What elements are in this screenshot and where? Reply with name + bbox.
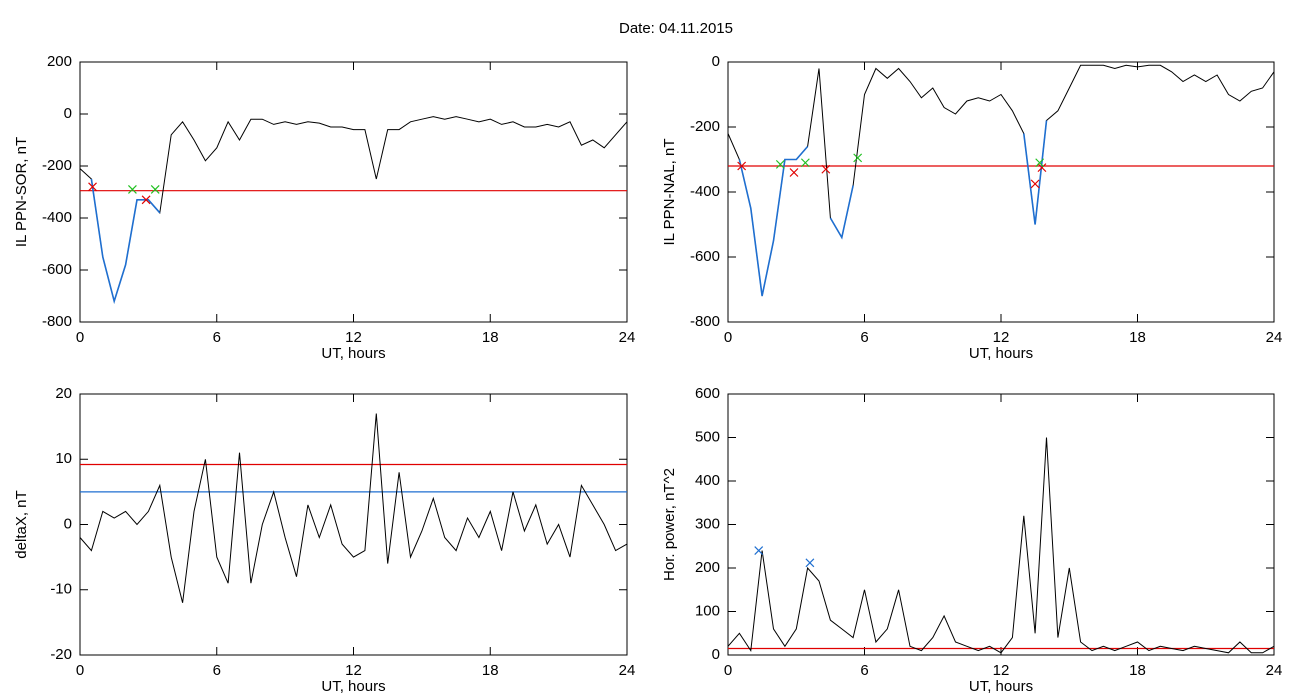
x-axis-label: UT, hours	[969, 678, 1033, 695]
y-tick-label: 200	[695, 559, 720, 576]
data-line	[79, 413, 628, 603]
x-tick-label: 24	[1266, 329, 1283, 346]
y-tick-label: 400	[695, 472, 720, 489]
x-tick-label: 6	[860, 329, 868, 346]
cross-stroke	[805, 558, 815, 568]
cross-marker	[821, 164, 831, 174]
cross-stroke	[754, 546, 764, 556]
x-tick-label: 0	[76, 662, 84, 679]
cross-stroke	[1037, 163, 1047, 173]
cross-stroke	[141, 195, 151, 205]
y-axis-label: IL PPN-SOR, nT	[13, 137, 30, 247]
x-tick-label: 12	[345, 662, 362, 679]
y-tick-label: -10	[50, 581, 72, 598]
y-tick-label: 10	[55, 450, 72, 467]
x-tick-label: 6	[860, 662, 868, 679]
cross-marker	[1035, 158, 1045, 168]
cross-stroke	[127, 184, 137, 194]
cross-marker	[754, 546, 764, 556]
y-axis-label: IL PPN-NAL, nT	[661, 139, 678, 246]
cross-stroke	[789, 168, 799, 177]
cross-marker	[141, 195, 151, 205]
x-tick-label: 18	[1129, 329, 1146, 346]
y-axis-label: Hor. power, nT^2	[661, 468, 678, 581]
x-tick-label: 12	[993, 662, 1010, 679]
x-tick-label: 0	[76, 329, 84, 346]
x-tick-label: 6	[213, 662, 221, 679]
x-tick-label: 12	[345, 329, 362, 346]
y-tick-label: 0	[712, 646, 720, 663]
data-line	[727, 64, 1275, 297]
y-tick-label: -400	[690, 183, 720, 200]
cross-stroke	[800, 158, 810, 168]
y-tick-label: -400	[42, 209, 72, 226]
y-tick-label: 300	[695, 515, 720, 532]
cross-stroke	[1035, 158, 1045, 168]
y-tick-label: -200	[690, 118, 720, 135]
x-tick-label: 18	[482, 329, 499, 346]
y-tick-label: 0	[64, 105, 72, 122]
cross-marker	[150, 184, 160, 194]
y-tick-label: -600	[690, 248, 720, 265]
cross-stroke	[853, 153, 863, 163]
cross-marker	[800, 158, 810, 168]
cross-marker	[853, 153, 863, 163]
data-line	[727, 437, 1275, 654]
cross-stroke	[150, 184, 160, 194]
cross-marker	[775, 159, 785, 169]
figure-title: Date: 04.11.2015	[619, 20, 733, 37]
y-tick-label: 600	[695, 385, 720, 402]
cross-marker	[737, 161, 747, 171]
x-tick-label: 18	[1129, 662, 1146, 679]
x-tick-label: 24	[619, 329, 636, 346]
cross-marker	[805, 558, 815, 568]
y-tick-label: 0	[64, 515, 72, 532]
y-tick-label: 100	[695, 602, 720, 619]
y-tick-label: 200	[47, 53, 72, 70]
y-tick-label: -200	[42, 157, 72, 174]
cross-marker	[1037, 163, 1047, 173]
x-axis-label: UT, hours	[969, 345, 1033, 362]
data-line	[90, 178, 161, 305]
data-line	[79, 116, 628, 304]
cross-marker	[88, 182, 97, 192]
x-tick-label: 12	[993, 329, 1010, 346]
y-axis-label: deltaX, nT	[13, 490, 30, 558]
cross-stroke	[1030, 179, 1040, 189]
cross-marker	[127, 184, 137, 194]
cross-stroke	[88, 182, 97, 192]
x-tick-label: 24	[1266, 662, 1283, 679]
cross-stroke	[775, 159, 785, 169]
y-tick-label: -600	[42, 261, 72, 278]
x-tick-label: 0	[724, 329, 732, 346]
x-tick-label: 24	[619, 662, 636, 679]
cross-stroke	[821, 164, 831, 174]
x-axis-label: UT, hours	[321, 678, 385, 695]
y-tick-label: -20	[50, 646, 72, 663]
cross-marker	[789, 168, 799, 177]
y-tick-label: 500	[695, 428, 720, 445]
x-tick-label: 18	[482, 662, 499, 679]
cross-marker	[1030, 179, 1040, 189]
cross-stroke	[737, 161, 747, 171]
x-axis-label: UT, hours	[321, 345, 385, 362]
y-tick-label: -800	[690, 313, 720, 330]
y-tick-label: -800	[42, 313, 72, 330]
y-tick-label: 20	[55, 385, 72, 402]
y-tick-label: 0	[712, 53, 720, 70]
data-line	[738, 120, 1048, 297]
x-tick-label: 6	[213, 329, 221, 346]
x-tick-label: 0	[724, 662, 732, 679]
